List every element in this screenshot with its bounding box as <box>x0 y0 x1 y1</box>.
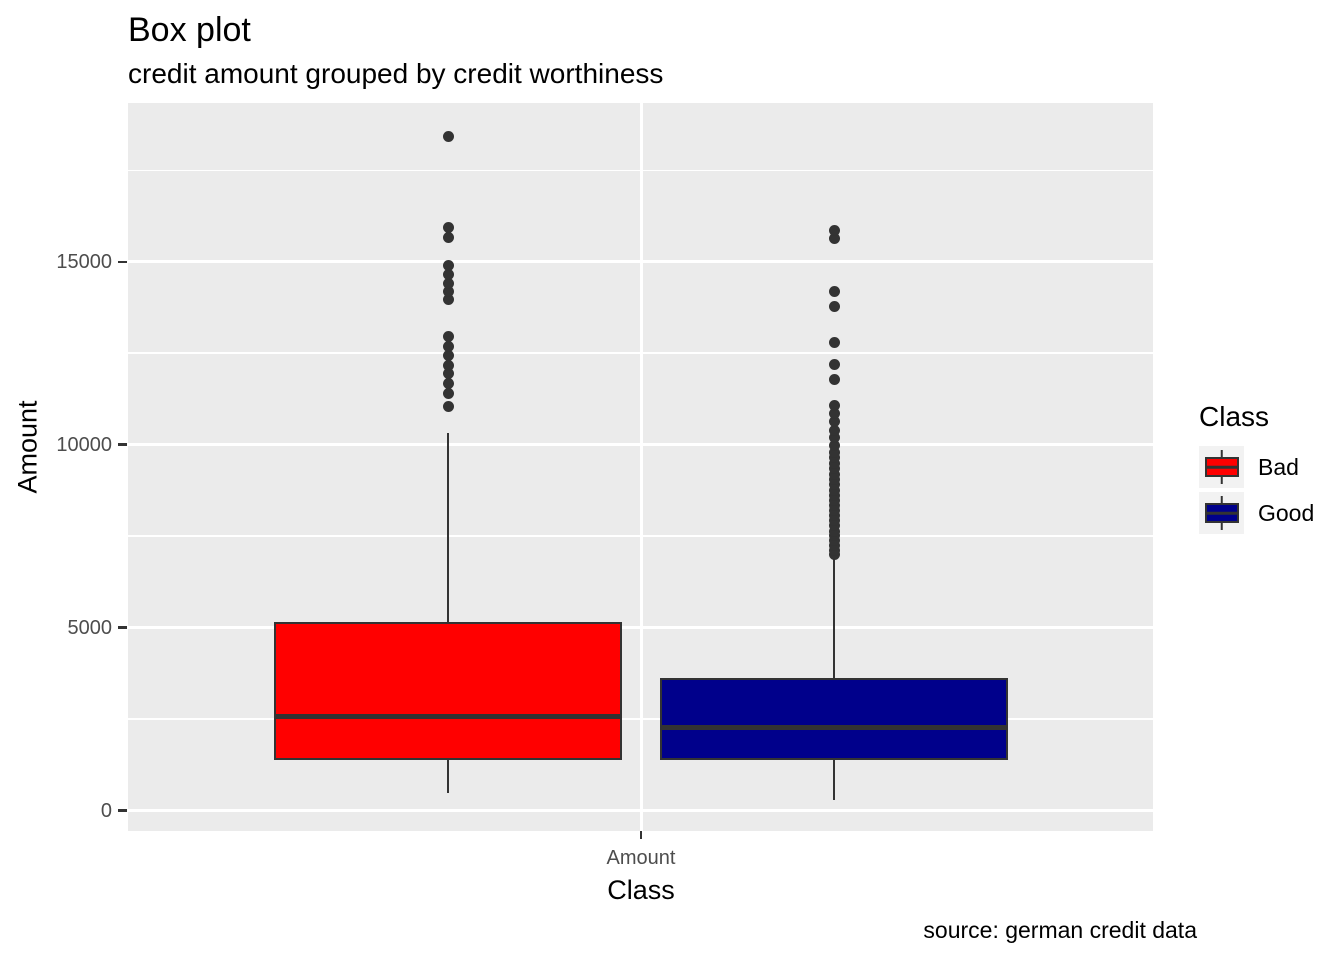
y-tick-label: 15000 <box>56 250 112 273</box>
plot-title: Box plot <box>128 11 251 49</box>
outlier-dot <box>442 259 454 271</box>
y-tick-mark <box>118 626 127 629</box>
outlier-dot <box>828 525 840 537</box>
outlier-dot <box>442 232 454 244</box>
whisker-lower-bad <box>446 759 450 793</box>
outlier-dot <box>828 416 840 428</box>
outlier-dot <box>828 457 840 469</box>
x-tick-label: Amount <box>606 847 676 869</box>
y-tick-label: 10000 <box>56 433 112 456</box>
boxplot-glyph-median <box>1206 465 1237 469</box>
y-tick-mark <box>118 443 127 446</box>
y-tick-label: 5000 <box>67 616 113 639</box>
outlier-dot <box>442 377 454 389</box>
outlier-dot <box>442 221 454 233</box>
legend-label-bad: Bad <box>1258 454 1299 480</box>
outlier-dot <box>442 131 454 143</box>
outlier-dot <box>442 331 454 343</box>
outlier-dot <box>828 285 840 297</box>
outlier-dot <box>442 286 454 298</box>
outlier-dot <box>828 432 840 444</box>
legend-item-good: Good <box>1199 492 1339 534</box>
x-axis-title: Class <box>607 875 675 905</box>
y-tick-mark <box>118 260 127 264</box>
legend-title: Class <box>1199 401 1270 432</box>
legend-item-bad: Bad <box>1199 446 1339 488</box>
outlier-dot <box>828 300 840 312</box>
outlier-dot <box>828 484 840 496</box>
outlier-dot <box>828 463 840 475</box>
outlier-dot <box>828 452 840 464</box>
outlier-dot <box>442 341 454 353</box>
outlier-dot <box>442 277 454 289</box>
caption: source: german credit data <box>923 917 1197 943</box>
legend-key-bad <box>1199 446 1244 488</box>
outlier-dot <box>828 399 840 411</box>
outlier-dot <box>442 269 454 281</box>
whisker-lower-good <box>832 759 836 801</box>
outlier-dot <box>828 373 840 385</box>
outlier-dot <box>828 233 840 245</box>
y-tick-mark <box>118 809 127 812</box>
outlier-dot <box>442 359 454 371</box>
boxplot-glyph-icon <box>1204 503 1239 523</box>
legend-key-good <box>1199 492 1244 534</box>
x-major-gridline <box>639 103 643 831</box>
outlier-dot <box>442 400 454 412</box>
median-bad <box>274 713 622 719</box>
plot-subtitle: credit amount grouped by credit worthine… <box>128 58 664 89</box>
whisker-upper-good <box>832 555 836 678</box>
whisker-upper-bad <box>446 432 450 623</box>
outlier-dot <box>442 350 454 362</box>
boxplot-glyph-median <box>1206 511 1237 515</box>
outlier-dot <box>828 224 840 236</box>
outlier-dot <box>828 440 840 452</box>
outlier-dot <box>828 468 840 480</box>
outlier-dot <box>442 387 454 399</box>
outlier-dot <box>828 337 840 349</box>
y-axis-title: Amount <box>12 400 43 494</box>
box-bad <box>274 622 622 760</box>
median-good <box>660 724 1008 730</box>
outlier-dot <box>828 446 840 458</box>
box-good <box>660 677 1008 760</box>
outlier-dot <box>828 424 840 436</box>
boxplot-glyph-icon <box>1204 457 1239 477</box>
outlier-dot <box>442 368 454 380</box>
outlier-dot <box>828 359 840 371</box>
outlier-dot <box>828 407 840 419</box>
legend-label-good: Good <box>1258 500 1315 526</box>
y-tick-label: 0 <box>100 799 112 822</box>
outlier-dot <box>442 293 454 305</box>
x-tick-mark <box>639 831 643 839</box>
